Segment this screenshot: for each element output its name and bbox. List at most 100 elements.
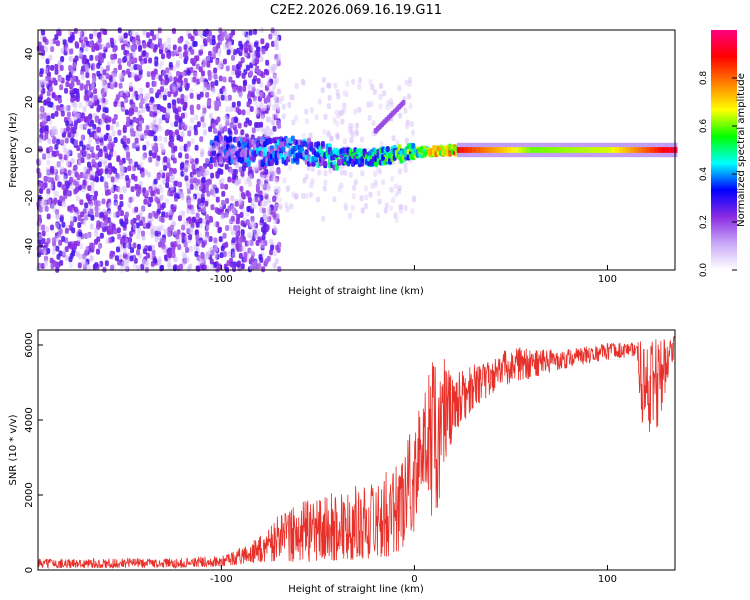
noise-cell xyxy=(339,169,344,176)
noise-cell xyxy=(62,175,67,182)
noise-cell xyxy=(210,249,215,256)
noise-cell xyxy=(140,230,145,237)
noise-cell xyxy=(187,216,192,223)
noise-cell xyxy=(166,156,171,163)
noise-cell xyxy=(143,198,148,205)
band-core xyxy=(557,147,562,153)
noise-cell xyxy=(224,211,229,218)
ridge-cell xyxy=(320,140,325,147)
noise-cell xyxy=(117,100,122,107)
noise-cell xyxy=(220,214,225,221)
noise-cell xyxy=(169,224,174,231)
noise-cell xyxy=(233,168,238,175)
noise-cell xyxy=(220,94,225,101)
noise-cell xyxy=(200,70,205,77)
noise-cell xyxy=(194,114,199,121)
noise-cell xyxy=(37,214,42,221)
noise-cell xyxy=(147,245,152,252)
noise-cell xyxy=(224,241,229,248)
noise-cell xyxy=(403,107,408,114)
noise-cell xyxy=(89,54,94,61)
noise-cell xyxy=(277,196,282,203)
noise-cell xyxy=(186,145,191,152)
noise-cell xyxy=(342,102,347,109)
noise-cell xyxy=(49,165,54,172)
noise-cell xyxy=(42,112,47,119)
noise-cell xyxy=(250,256,255,263)
noise-cell xyxy=(71,250,76,257)
band-core xyxy=(518,147,524,153)
noise-cell xyxy=(257,69,262,76)
noise-cell xyxy=(125,68,130,75)
noise-cell xyxy=(175,114,180,121)
noise-cell xyxy=(74,139,79,146)
noise-cell xyxy=(123,248,128,255)
band-core xyxy=(630,147,635,153)
noise-cell xyxy=(248,173,253,180)
noise-cell xyxy=(89,33,94,40)
band-core xyxy=(480,147,485,153)
noise-cell xyxy=(191,208,196,215)
band-core xyxy=(483,147,489,153)
noise-cell xyxy=(336,112,341,119)
noise-cell xyxy=(211,189,216,196)
noise-cell xyxy=(39,106,44,113)
noise-cell xyxy=(201,207,206,214)
noise-cell xyxy=(262,221,267,228)
noise-cell xyxy=(167,43,172,50)
noise-cell xyxy=(231,229,236,236)
noise-cell xyxy=(176,134,181,141)
noise-cell xyxy=(158,125,163,132)
noise-cell xyxy=(190,108,195,115)
noise-cell xyxy=(376,190,381,197)
noise-cell xyxy=(260,114,265,121)
noise-cell xyxy=(163,228,168,235)
noise-cell xyxy=(248,233,253,240)
noise-cell xyxy=(115,246,120,253)
noise-cell xyxy=(132,39,137,46)
noise-cell xyxy=(180,162,185,169)
noise-cell xyxy=(134,161,139,168)
noise-cell xyxy=(291,191,296,198)
noise-cell xyxy=(166,37,171,44)
noise-cell xyxy=(137,188,142,195)
noise-cell xyxy=(163,136,168,143)
noise-cell xyxy=(201,241,206,248)
band-core xyxy=(499,147,504,153)
noise-cell xyxy=(206,250,211,257)
noise-cell xyxy=(166,162,171,169)
noise-cell xyxy=(176,70,181,77)
noise-cell xyxy=(222,58,227,65)
noise-cell xyxy=(382,90,387,97)
noise-cell xyxy=(158,38,163,45)
noise-cell xyxy=(90,145,95,152)
noise-cell xyxy=(170,173,175,180)
band-core xyxy=(622,147,628,153)
noise-cell xyxy=(358,77,363,84)
noise-cell xyxy=(232,173,237,180)
band-core xyxy=(576,147,581,153)
noise-cell xyxy=(100,221,105,228)
noise-cell xyxy=(281,103,286,110)
noise-cell xyxy=(38,137,43,144)
noise-cell xyxy=(376,166,381,173)
noise-cell xyxy=(154,230,159,237)
noise-cell xyxy=(205,157,210,164)
noise-cell xyxy=(375,212,380,219)
noise-cell xyxy=(168,129,173,136)
noise-cell xyxy=(255,164,260,171)
noise-cell xyxy=(206,36,211,43)
noise-cell xyxy=(202,130,207,137)
noise-cell xyxy=(57,30,62,37)
noise-cell xyxy=(141,259,146,266)
band-core xyxy=(657,147,662,153)
noise-cell xyxy=(393,212,398,219)
noise-cell xyxy=(68,118,73,125)
noise-cell xyxy=(191,195,196,202)
ridge-cell xyxy=(274,159,279,166)
noise-cell xyxy=(291,119,296,126)
figure-title: C2E2.2026.069.16.19.G11 xyxy=(270,3,442,18)
noise-cell xyxy=(113,67,118,74)
noise-cell xyxy=(142,50,147,57)
